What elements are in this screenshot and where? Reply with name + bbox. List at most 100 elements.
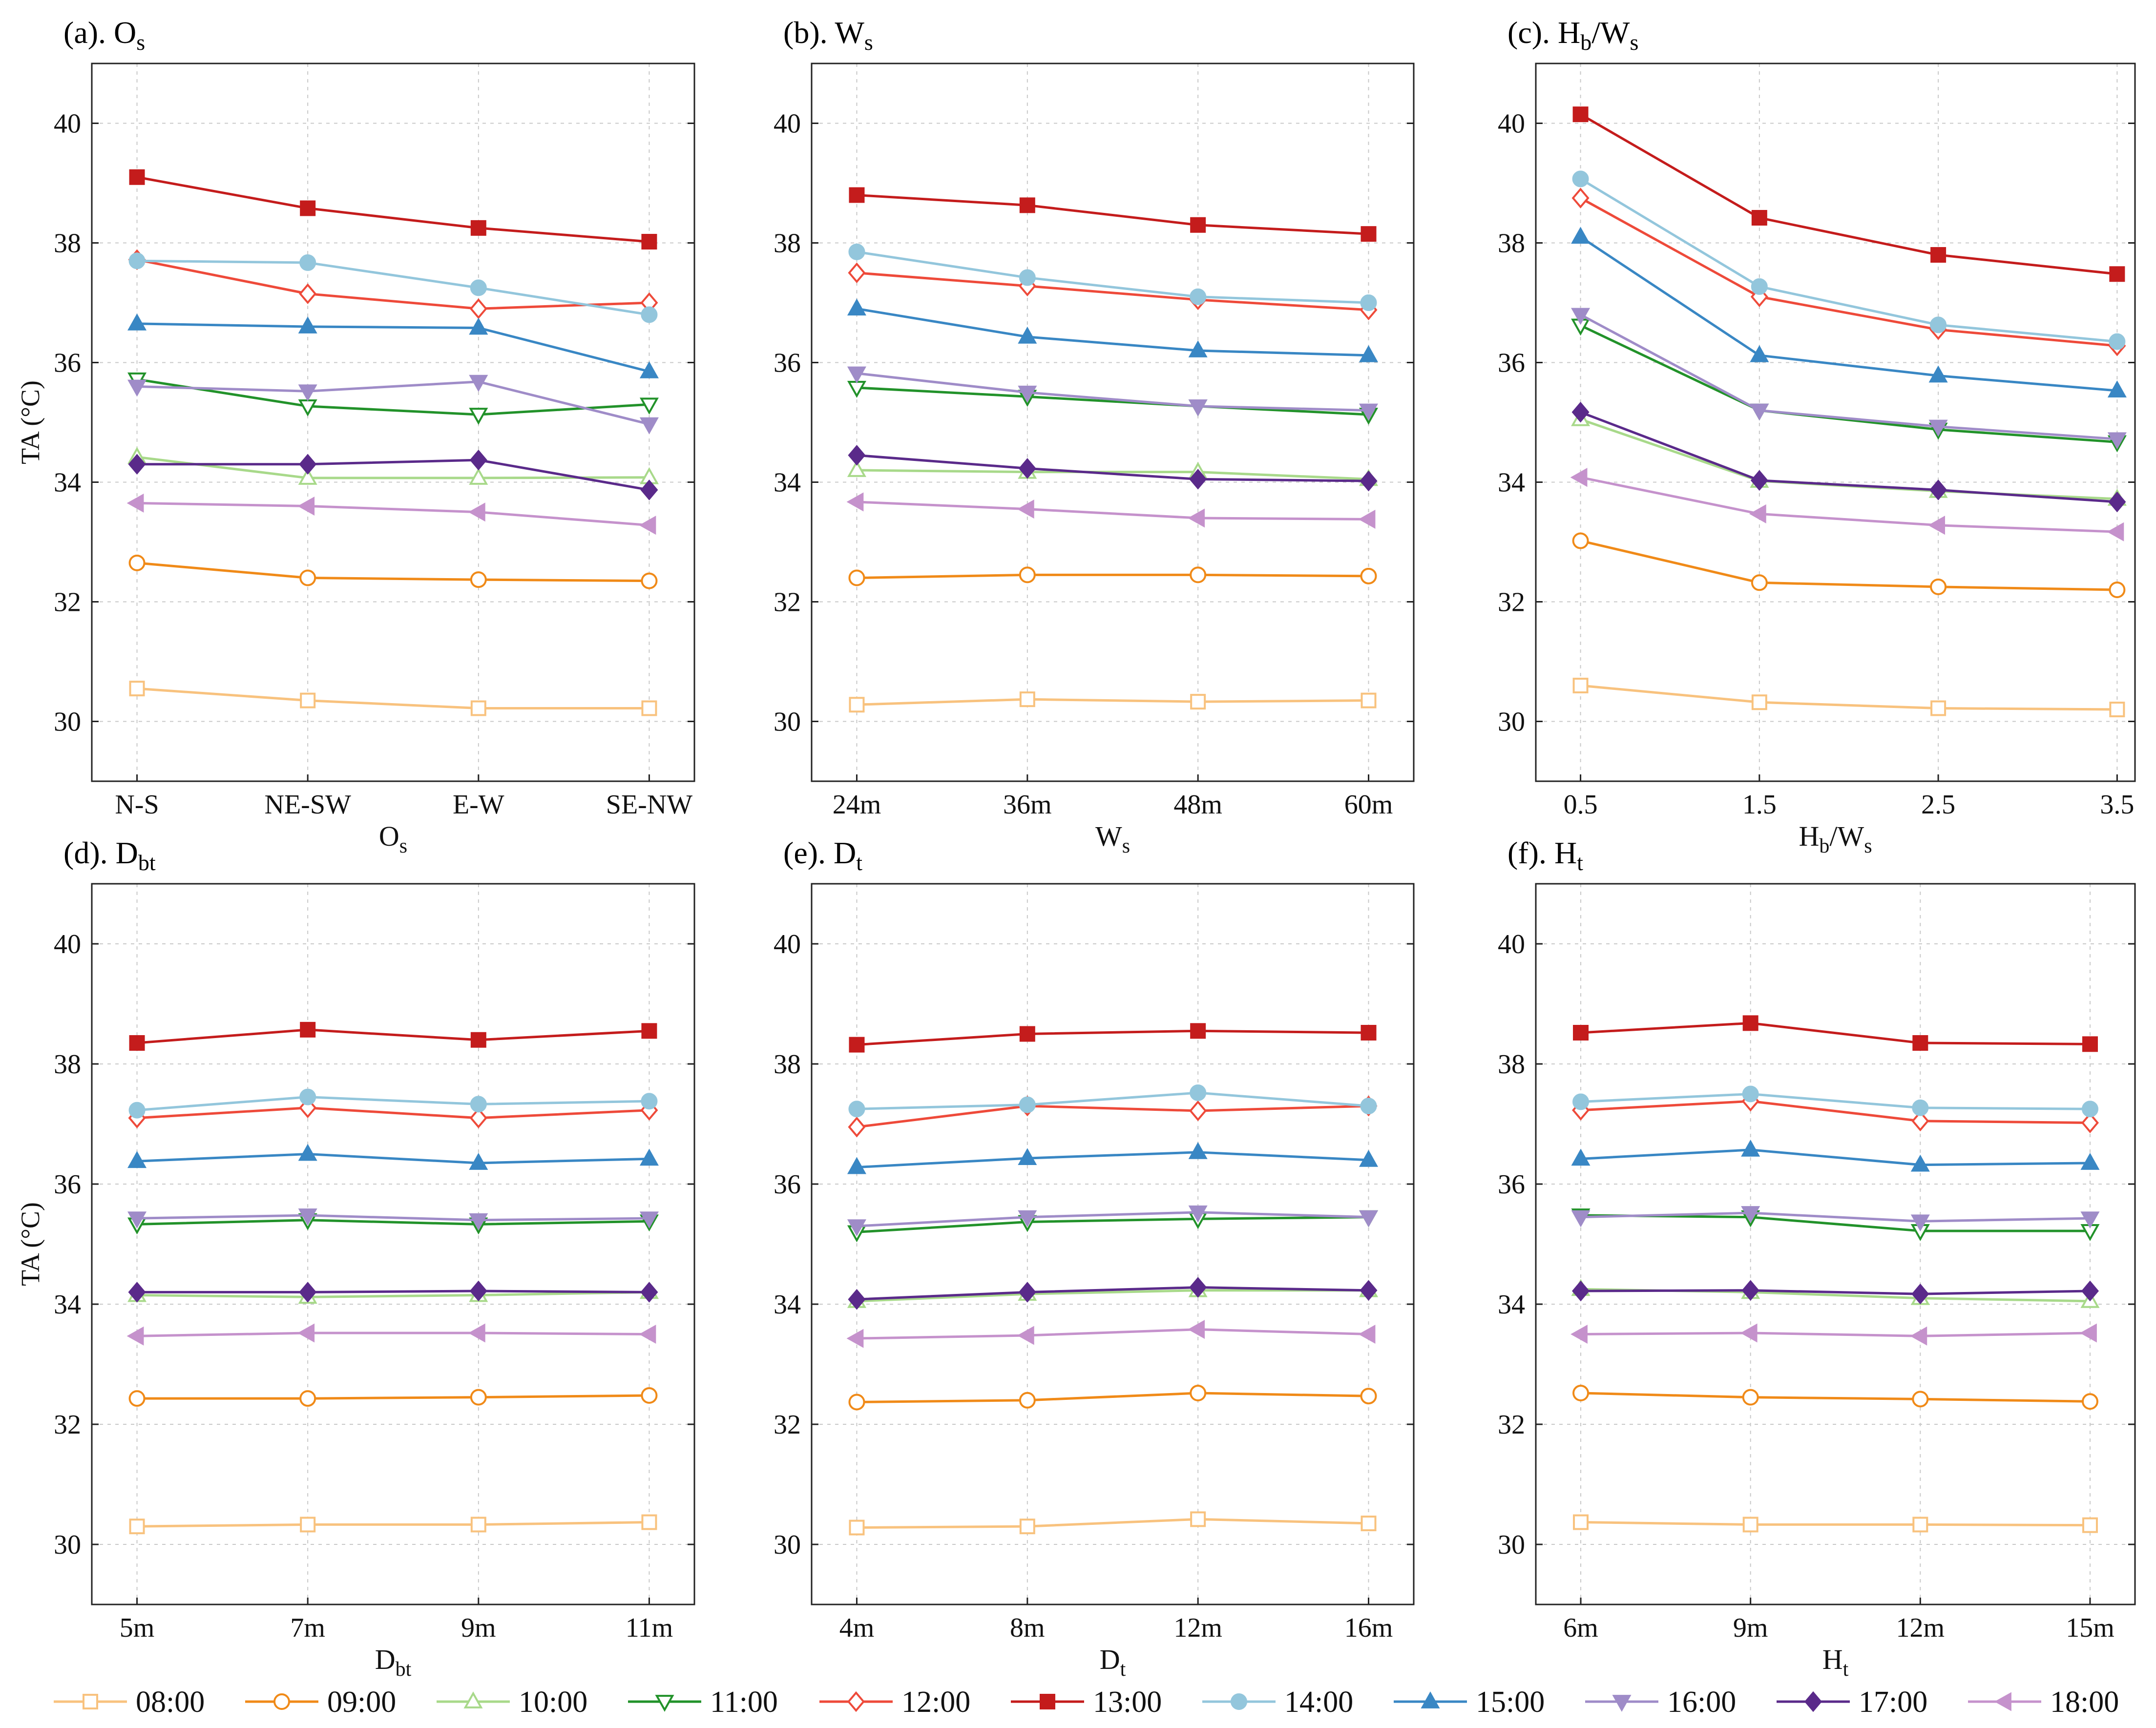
data-point[interactable] <box>2107 522 2124 541</box>
data-point[interactable] <box>1911 1110 1929 1132</box>
data-point[interactable] <box>1572 532 1589 549</box>
data-point[interactable] <box>848 1116 866 1138</box>
data-point[interactable] <box>2081 1393 2098 1410</box>
data-point[interactable] <box>1019 691 1035 708</box>
data-point[interactable] <box>1911 1283 1929 1305</box>
data-point[interactable] <box>128 454 146 475</box>
data-point[interactable] <box>1190 1385 1207 1402</box>
legend-item[interactable]: 16:00 <box>1585 1686 1736 1719</box>
data-point[interactable] <box>469 1153 488 1170</box>
data-point[interactable] <box>2107 432 2127 450</box>
data-point[interactable] <box>639 1324 656 1344</box>
data-point[interactable] <box>1742 1085 1759 1103</box>
data-point[interactable] <box>1188 399 1208 416</box>
data-point[interactable] <box>298 384 317 402</box>
data-point[interactable] <box>469 449 487 471</box>
data-point[interactable] <box>128 1102 146 1119</box>
data-point[interactable] <box>640 479 658 500</box>
data-point[interactable] <box>639 1211 659 1228</box>
legend-marker[interactable] <box>1231 1693 1247 1710</box>
data-point[interactable] <box>1571 1210 1591 1228</box>
data-point[interactable] <box>129 1519 145 1535</box>
data-point[interactable] <box>847 1157 866 1174</box>
data-point[interactable] <box>1190 694 1206 710</box>
data-point[interactable] <box>847 460 866 477</box>
data-point[interactable] <box>300 1517 316 1533</box>
data-point[interactable] <box>641 1514 657 1530</box>
data-point[interactable] <box>1570 1324 1588 1344</box>
data-point[interactable] <box>469 1213 488 1230</box>
data-point[interactable] <box>1359 1210 1379 1228</box>
data-point[interactable] <box>470 220 486 236</box>
data-point[interactable] <box>849 187 865 203</box>
data-point[interactable] <box>1188 340 1208 357</box>
data-point[interactable] <box>2081 1112 2099 1133</box>
data-point[interactable] <box>639 417 659 435</box>
data-point[interactable] <box>1190 1511 1206 1527</box>
data-point[interactable] <box>299 283 317 304</box>
legend-marker[interactable] <box>273 1693 290 1710</box>
data-point[interactable] <box>641 700 657 716</box>
data-point[interactable] <box>1571 227 1591 244</box>
data-point[interactable] <box>299 1088 316 1105</box>
data-point[interactable] <box>1190 288 1207 305</box>
data-point[interactable] <box>1019 566 1036 583</box>
data-point[interactable] <box>126 493 144 513</box>
data-point[interactable] <box>1572 1093 1590 1110</box>
data-point[interactable] <box>848 1101 865 1118</box>
data-point[interactable] <box>641 1023 657 1039</box>
data-point[interactable] <box>1572 106 1589 123</box>
data-point[interactable] <box>1361 1515 1377 1531</box>
data-point[interactable] <box>639 397 659 415</box>
data-point[interactable] <box>639 516 656 535</box>
data-point[interactable] <box>469 408 488 425</box>
data-point[interactable] <box>848 243 865 260</box>
legend-marker[interactable] <box>1804 1691 1822 1712</box>
data-point[interactable] <box>1750 403 1769 421</box>
data-point[interactable] <box>847 366 866 384</box>
data-point[interactable] <box>1572 1385 1590 1402</box>
data-point[interactable] <box>2080 1211 2100 1228</box>
legend-marker[interactable] <box>83 1694 98 1709</box>
legend-marker[interactable] <box>1040 1694 1055 1709</box>
data-point[interactable] <box>299 254 316 271</box>
data-point[interactable] <box>1571 187 1590 208</box>
data-point[interactable] <box>641 572 658 589</box>
data-point[interactable] <box>1573 1025 1589 1041</box>
data-point[interactable] <box>1358 509 1376 529</box>
legend-item[interactable]: 12:00 <box>819 1686 970 1719</box>
data-point[interactable] <box>1360 567 1377 584</box>
data-point[interactable] <box>641 1387 658 1404</box>
data-point[interactable] <box>641 1093 658 1110</box>
data-point[interactable] <box>298 468 317 485</box>
data-point[interactable] <box>1018 1210 1037 1228</box>
data-point[interactable] <box>299 569 316 586</box>
data-point[interactable] <box>1019 1096 1036 1113</box>
data-point[interactable] <box>2109 702 2125 717</box>
data-point[interactable] <box>848 569 865 586</box>
legend-marker[interactable] <box>1994 1692 2011 1711</box>
data-point[interactable] <box>298 1208 317 1226</box>
data-point[interactable] <box>639 1148 659 1166</box>
data-point[interactable] <box>1018 458 1036 479</box>
data-point[interactable] <box>1361 1025 1377 1041</box>
legend-item[interactable]: 09:00 <box>245 1686 396 1719</box>
data-point[interactable] <box>1190 566 1207 583</box>
data-point[interactable] <box>2107 380 2127 397</box>
data-point[interactable] <box>470 279 487 296</box>
data-point[interactable] <box>468 502 485 522</box>
data-point[interactable] <box>469 298 487 319</box>
legend-item[interactable]: 10:00 <box>437 1686 587 1719</box>
data-point[interactable] <box>1928 419 1948 437</box>
data-point[interactable] <box>1912 1099 1929 1116</box>
data-point[interactable] <box>1189 469 1207 490</box>
legend-item[interactable]: 17:00 <box>1777 1686 1927 1719</box>
data-point[interactable] <box>849 697 865 713</box>
data-point[interactable] <box>1359 345 1379 362</box>
data-point[interactable] <box>1751 278 1768 295</box>
data-point[interactable] <box>1930 700 1947 716</box>
legend-marker[interactable] <box>847 1691 865 1712</box>
data-point[interactable] <box>2081 1280 2099 1302</box>
data-point[interactable] <box>1742 1389 1759 1406</box>
data-point[interactable] <box>128 554 146 571</box>
